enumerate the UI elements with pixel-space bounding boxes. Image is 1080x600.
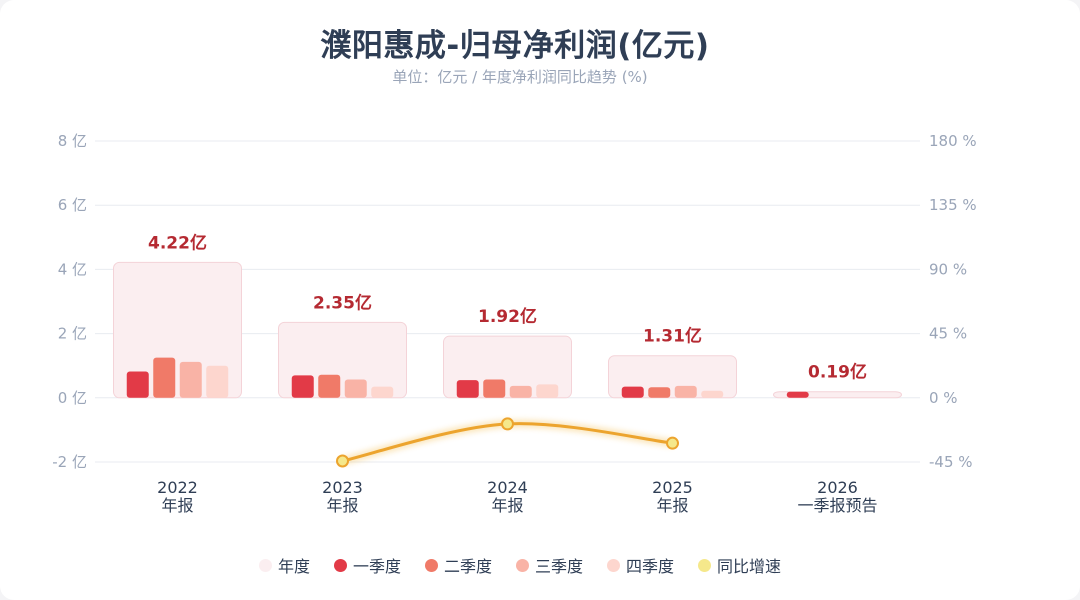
category-year: 2025 bbox=[652, 478, 693, 497]
category-year: 2024 bbox=[487, 478, 528, 497]
quarter-bar-3 bbox=[674, 385, 697, 398]
quarter-bar-4 bbox=[371, 386, 394, 398]
annual-value-label: 0.19亿 bbox=[808, 362, 867, 383]
annual-value-label: 4.22亿 bbox=[148, 232, 207, 253]
legend-marker bbox=[698, 558, 712, 572]
legend-label: 年度 bbox=[277, 557, 310, 576]
quarter-bar-1 bbox=[621, 386, 644, 398]
legend-marker bbox=[424, 558, 438, 572]
bars-layer: 4.22亿 2.35亿 1.92亿 1.31亿 0.19亿 bbox=[113, 232, 902, 399]
legend-item[interactable]: 二季度 bbox=[424, 553, 492, 577]
legend-marker bbox=[258, 558, 272, 572]
legend-marker bbox=[516, 558, 529, 572]
right-tick-label: 0 % bbox=[929, 389, 958, 407]
quarter-bar-3 bbox=[344, 379, 367, 398]
legend-item[interactable]: 一季度 bbox=[333, 553, 401, 577]
yoy-line-layer bbox=[336, 417, 679, 468]
right-tick-label: 180 % bbox=[929, 132, 977, 150]
right-tick-label: 45 % bbox=[929, 325, 967, 343]
right-tick-label: -45 % bbox=[929, 453, 973, 471]
legend-label: 同比增速 bbox=[717, 557, 782, 576]
left-y-axis: -2 亿 0 亿 2 亿 4 亿 6 亿 8 亿 bbox=[52, 132, 87, 471]
category-label: 年报 bbox=[326, 496, 358, 515]
category-label: 年报 bbox=[491, 496, 523, 515]
left-tick-label: 0 亿 bbox=[58, 389, 87, 407]
legend-item[interactable]: 三季度 bbox=[516, 553, 583, 577]
quarter-bar-4 bbox=[701, 390, 724, 398]
annual-value-label: 2.35亿 bbox=[313, 292, 372, 313]
right-y-axis: -45 % 0 % 45 % 90 % 135 % 180 % bbox=[929, 132, 977, 471]
left-tick-label: 8 亿 bbox=[58, 132, 87, 150]
quarter-bar-1 bbox=[786, 391, 809, 398]
quarter-bar-1 bbox=[456, 380, 479, 398]
annual-value-label: 1.31亿 bbox=[643, 326, 702, 347]
category-year: 2026 bbox=[817, 478, 858, 497]
chart-subtitle: 单位：亿元 / 年度净利润同比趋势 (%) bbox=[392, 68, 648, 86]
legend-marker bbox=[333, 558, 347, 572]
quarter-bar-1 bbox=[291, 375, 314, 398]
right-tick-label: 90 % bbox=[929, 260, 967, 278]
quarter-bar-2 bbox=[153, 357, 176, 398]
yoy-point bbox=[501, 417, 514, 431]
legend-item[interactable]: 年度 bbox=[258, 553, 310, 577]
yoy-point bbox=[336, 454, 349, 468]
quarter-bar-3 bbox=[509, 385, 532, 398]
category-label: 年报 bbox=[656, 496, 688, 515]
chart-title: 濮阳惠成-归母净利润(亿元) bbox=[320, 28, 710, 64]
left-tick-label: -2 亿 bbox=[52, 453, 87, 471]
left-tick-label: 4 亿 bbox=[58, 260, 87, 278]
right-tick-label: 135 % bbox=[929, 196, 977, 214]
quarter-bar-2 bbox=[483, 379, 506, 398]
annual-value-label: 1.92亿 bbox=[478, 306, 537, 327]
category-label: 一季报预告 bbox=[797, 496, 877, 515]
quarter-bar-1 bbox=[126, 371, 149, 398]
legend-item[interactable]: 四季度 bbox=[607, 553, 674, 577]
quarter-bar-2 bbox=[648, 387, 671, 398]
legend-label: 一季度 bbox=[352, 557, 401, 576]
annual-bar bbox=[113, 261, 242, 399]
legend: 年度 一季度 二季度 三季度 四季度 同比增速 bbox=[0, 553, 1040, 577]
legend-label: 三季度 bbox=[535, 557, 584, 576]
legend-label: 四季度 bbox=[626, 557, 675, 576]
quarter-bar-2 bbox=[318, 374, 341, 398]
category-label: 年报 bbox=[161, 496, 193, 515]
legend-label: 二季度 bbox=[443, 557, 492, 576]
legend-marker bbox=[607, 558, 621, 572]
quarter-bar-3 bbox=[179, 361, 202, 398]
yoy-point bbox=[666, 436, 679, 450]
left-tick-label: 2 亿 bbox=[58, 325, 87, 343]
category-year: 2023 bbox=[322, 478, 363, 497]
left-tick-label: 6 亿 bbox=[58, 196, 87, 214]
legend-item[interactable]: 同比增速 bbox=[698, 553, 781, 577]
quarter-bar-4 bbox=[206, 365, 229, 398]
quarter-bar-4 bbox=[536, 384, 559, 398]
category-year: 2022 bbox=[157, 478, 198, 497]
